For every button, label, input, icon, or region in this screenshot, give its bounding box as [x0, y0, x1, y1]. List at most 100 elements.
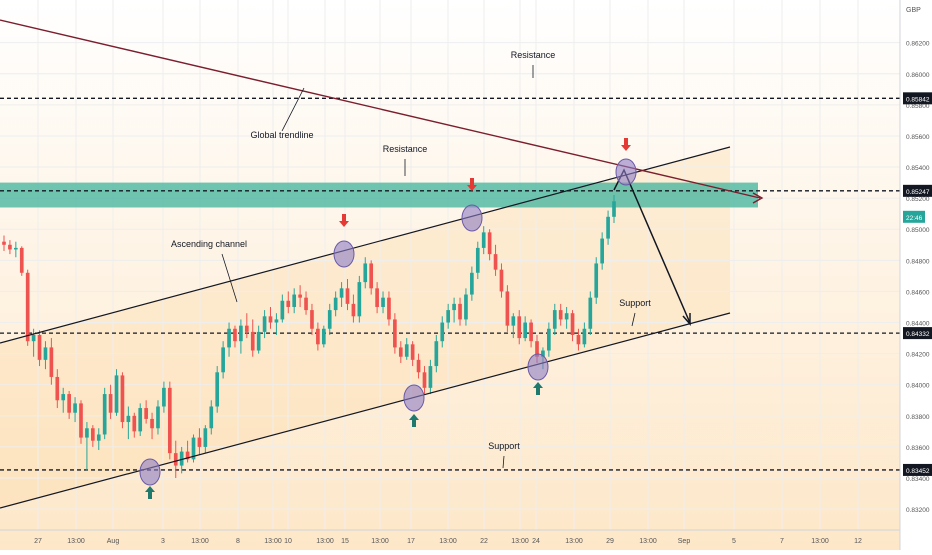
candle-body [582, 328, 587, 345]
candle-body [227, 328, 231, 348]
price-level-tag [903, 92, 932, 105]
candle-body [375, 288, 379, 307]
candle-body [393, 319, 397, 348]
candle-body [126, 415, 131, 423]
x-tick-label: 17 [407, 538, 415, 545]
up-arrow-icon [409, 414, 419, 427]
candle-body [345, 288, 350, 304]
y-tick-label: 0.83600 [906, 445, 930, 452]
touch-point-circle [139, 458, 161, 486]
x-tick-label: 13:00 [264, 538, 282, 545]
candle-body [428, 366, 433, 388]
candle-body [102, 394, 107, 435]
x-tick-label: 13:00 [639, 538, 657, 545]
price-level-tag [903, 327, 932, 340]
candle-body [470, 272, 474, 295]
y-tick-label: 0.85400 [906, 165, 930, 172]
annotation-label: Global trendline [250, 130, 313, 140]
projection-arrowhead [682, 313, 691, 326]
candle-body [570, 313, 575, 335]
candle-body [564, 313, 569, 320]
candle-body [292, 294, 297, 307]
candle-body [529, 322, 533, 342]
x-tick-label: 13:00 [511, 538, 529, 545]
candle-body [185, 451, 190, 460]
countdown-tag [903, 210, 925, 223]
candle-body [351, 303, 356, 317]
channel-lower-line [0, 312, 731, 509]
candle-body [156, 406, 160, 429]
candle-body [221, 347, 225, 373]
touch-point-circle [615, 158, 637, 186]
channel-fill [0, 147, 730, 550]
candle-body [132, 415, 137, 432]
x-tick-label: Sep [678, 538, 691, 545]
candle-body [108, 394, 113, 413]
plot-background [0, 0, 900, 550]
candle-body [387, 297, 391, 320]
candle-body [37, 334, 42, 360]
candle-body [523, 322, 528, 339]
x-tick-label: Aug [107, 538, 120, 545]
x-tick-label: 22 [480, 538, 488, 545]
candle-body [552, 310, 557, 329]
candle-body [179, 451, 184, 466]
candle-body [493, 254, 498, 270]
candle-body [475, 247, 480, 273]
candle-body [505, 291, 510, 326]
x-tick-label: 13:00 [67, 538, 85, 545]
candle-body [321, 328, 326, 345]
candle-body [588, 297, 593, 329]
up-arrow-icon [145, 486, 155, 499]
touch-point-circle [527, 353, 549, 381]
candle-body [286, 300, 291, 307]
price-level-tag [903, 184, 932, 197]
candle-body [61, 394, 66, 401]
candle-body [215, 372, 220, 407]
y-tick-label: 0.84800 [906, 258, 930, 265]
annotation-label: Resistance [383, 144, 428, 154]
down-arrow-icon [467, 178, 477, 191]
candle-body [274, 319, 279, 323]
annotation-label: Support [488, 441, 520, 451]
candle-body [404, 344, 409, 357]
price-level-tag [903, 463, 932, 476]
y-tick-label: 0.85000 [906, 227, 930, 234]
candle-body [416, 359, 421, 373]
candle-body [612, 201, 616, 217]
candle-body [8, 244, 12, 250]
candle-body [357, 282, 362, 317]
candle-body [280, 300, 285, 320]
candle-body [31, 334, 36, 342]
price-level-tag-text: 0.84332 [906, 331, 930, 338]
candle-body [499, 269, 504, 292]
candle-body [250, 331, 255, 351]
candle-body [333, 297, 338, 311]
candle-body [256, 331, 261, 351]
annotation-leader [631, 312, 636, 327]
annotation-label: Support [619, 298, 651, 308]
countdown-text: 22:46 [906, 215, 923, 222]
candle-body [310, 310, 314, 329]
annotation-leader [221, 253, 238, 303]
candle-body [114, 375, 119, 413]
candle-body [517, 316, 522, 339]
price-level-tag-text: 0.83452 [906, 468, 930, 475]
x-tick-label: 10 [284, 538, 292, 545]
candle-body [138, 408, 143, 432]
candle-body [239, 325, 243, 342]
x-tick-label: 13:00 [439, 538, 457, 545]
candle-body [49, 347, 54, 377]
candle-body [339, 288, 344, 298]
candle-body [600, 238, 604, 264]
candle-body [316, 328, 320, 345]
candle-body [14, 247, 18, 250]
x-tick-label: 13:00 [191, 538, 209, 545]
candle-body [162, 387, 166, 407]
y-tick-label: 0.83800 [906, 414, 930, 421]
y-tick-label: 0.84000 [906, 383, 930, 390]
touch-point-circle [461, 204, 483, 232]
x-tick-label: 24 [532, 538, 540, 545]
candle-body [576, 334, 581, 345]
